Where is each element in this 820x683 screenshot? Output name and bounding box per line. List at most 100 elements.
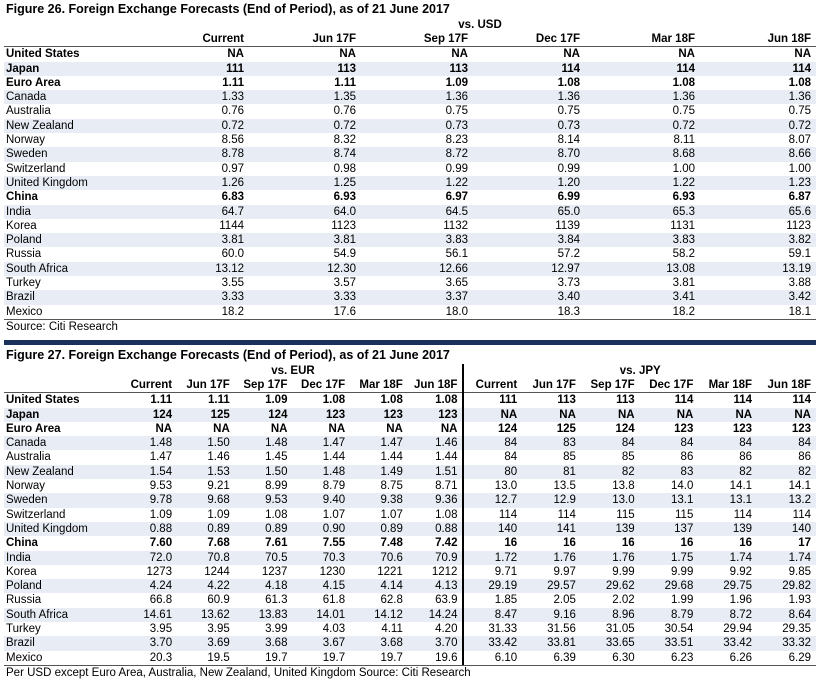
value-cell-eur: NA [328,422,346,435]
value-cell-eur: 3.69 [177,636,235,651]
value-cell: 1.25 [249,175,361,191]
value-cell-jpy: 114 [557,508,576,521]
value-cell-jpy: 29.57 [522,579,581,594]
value-cell-eur: 4.15 [292,579,351,594]
value-cell-jpy: 12.7 [463,493,523,508]
value-cell: 114 [473,61,585,76]
row-label: Mexico [6,651,43,664]
value-cell-jpy: 1.75 [639,550,699,565]
value-cell: 114 [700,61,817,76]
value-cell: 114 [585,61,700,76]
value-cell-eur: 7.60 [149,537,173,550]
value-cell-eur: 7.42 [407,536,465,551]
value-cell: 1.36 [473,90,585,105]
value-cell-jpy: 86 [798,451,811,464]
value-cell-jpy: 16 [504,537,518,550]
figure-26-title: Figure 26. Foreign Exchange Forecasts (E… [6,2,450,16]
value-cell: 113 [361,61,473,76]
row-label: Mexico [6,305,43,318]
value-cell: 1.23 [700,175,817,191]
value-cell: 6.99 [557,191,580,204]
value-cell-jpy: 6.30 [612,651,635,664]
row-label: Switzerland [6,162,66,175]
value-cell-jpy: 8.47 [463,607,523,623]
row-label: Australia [6,451,51,464]
value-cell: 8.32 [333,134,356,147]
value-cell-eur: 124 [234,407,293,422]
value-cell-eur: 61.8 [322,594,346,607]
value-cell: 3.84 [473,233,585,248]
table-row: Russia 60.0 54.9 56.1 57.2 58.2 59.1 [4,247,816,261]
column-header-eur: Dec 17F [292,378,351,394]
value-cell-jpy: 29.35 [782,623,811,636]
value-cell: 1.36 [700,90,817,105]
table-row: Australia 0.76 0.76 0.75 0.75 0.75 0.75 [4,104,816,118]
value-cell-jpy: 14.1 [788,480,811,493]
value-cell-jpy: 6.26 [729,651,753,664]
value-cell-eur: 1.44 [407,450,465,465]
value-cell-jpy: 13.8 [612,480,635,493]
table-row: United Kingdom 0.88 0.89 0.89 0.90 0.89 0.88 14… [4,521,816,537]
value-cell-jpy: 14.1 [729,480,753,493]
value-cell-jpy: 123 [732,422,753,435]
value-cell: 0.97 [221,162,244,175]
value-cell-eur: 3.95 [207,623,230,636]
row-label: Turkey [6,623,41,636]
value-cell-jpy: 114 [733,394,753,407]
value-cell-eur: 1.50 [177,436,235,451]
value-cell: 6.87 [788,191,812,204]
value-cell-eur: 1.07 [380,508,403,521]
value-cell-eur: 14.61 [123,607,178,623]
value-cell-jpy: NA [522,407,581,422]
value-cell: 18.2 [221,305,244,318]
value-cell: 8.74 [249,147,361,162]
value-cell-jpy: NA [580,407,640,422]
value-cell: NA [339,48,356,61]
row-label: Russia [6,248,42,261]
value-cell-jpy: 125 [556,422,576,435]
value-cell: 64.7 [144,204,249,219]
value-cell-eur: 9.40 [292,493,351,508]
value-cell-jpy: 6.29 [788,651,811,664]
table-row: India 72.0 70.8 70.5 70.3 70.6 70.9 1.72 1.76 1.7… [4,550,816,565]
table-row: Mexico 20.3 19.5 19.7 19.7 19.7 19.6 6.10 6.39 6.… [4,650,816,665]
value-cell-jpy: 81 [522,464,581,480]
value-cell-jpy: 2.02 [612,594,635,607]
value-cell-eur: 1221 [377,565,403,578]
column-header-eur: Jun 17F [177,378,235,394]
table-row: Brazil 3.33 3.33 3.37 3.40 3.41 3.42 [4,290,817,305]
value-cell: 3.57 [333,277,356,290]
value-cell-jpy: 29.62 [580,579,640,594]
value-cell: 0.72 [700,118,817,134]
value-cell-eur: 124 [123,407,178,422]
value-cell: 3.37 [361,290,473,305]
value-cell-eur: 1.44 [380,451,403,464]
value-cell: 113 [249,61,361,76]
table-row: Australia 1.47 1.46 1.45 1.44 1.44 1.44 84 85 85 8… [4,450,816,465]
value-cell-eur: 8.79 [322,480,346,493]
value-cell-eur: 4.24 [123,579,178,594]
value-cell-eur: 1.09 [207,508,230,521]
value-cell: 18.2 [672,305,695,318]
value-cell: 12.30 [249,261,361,277]
value-cell: 0.75 [557,105,580,118]
table-row: United States NA NA NA NA NA NA [4,47,816,62]
value-cell-eur: 70.8 [177,550,235,565]
column-header-jpy: Jun 18F [757,378,816,394]
row-label: Japan [4,407,124,422]
table-row: Russia 66.8 60.9 61.3 61.8 62.8 63.9 1.85 2.05 2.… [4,593,816,608]
column-header-eur: Sep 17F [234,378,293,394]
fig27-group-eur: vs. EUR [123,364,465,378]
value-cell: 13.08 [585,261,700,277]
value-cell-jpy: 14.0 [670,480,694,493]
value-cell: 0.73 [473,118,585,134]
value-cell-jpy: 29.82 [757,579,816,594]
value-cell: 0.75 [788,105,812,118]
value-cell: 111 [144,61,249,76]
value-cell: 3.40 [473,290,585,305]
value-cell-eur: 1244 [204,565,230,578]
value-cell: 3.33 [144,290,249,305]
value-cell-eur: 1.44 [322,451,346,464]
value-cell: 0.72 [144,118,249,134]
column-header-eur: Jun 18F [407,378,465,394]
